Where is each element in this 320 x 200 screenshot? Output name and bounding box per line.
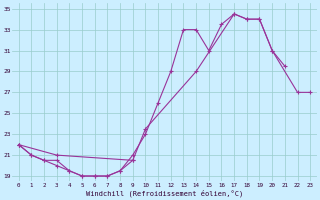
X-axis label: Windchill (Refroidissement éolien,°C): Windchill (Refroidissement éolien,°C): [86, 189, 243, 197]
